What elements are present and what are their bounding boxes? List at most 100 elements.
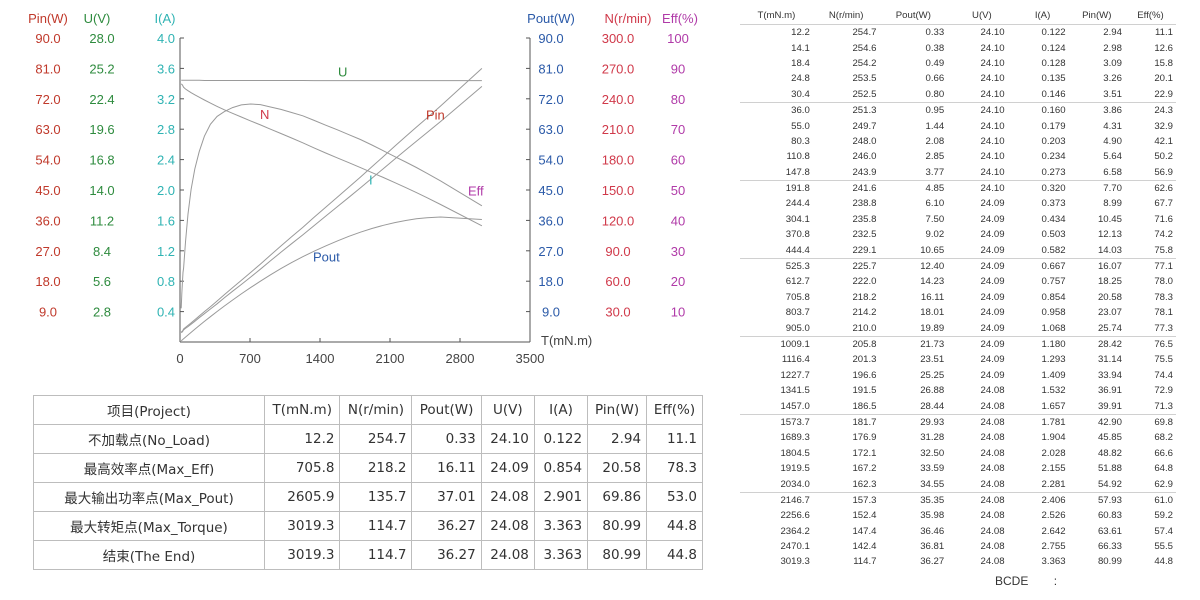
data-row: 191.8 241.6 4.85 24.10 0.320 7.70 62.6 [740, 179, 1176, 197]
data-cell: 42.1 [1154, 135, 1173, 147]
data-cell: 54.92 [1097, 478, 1122, 490]
summary-cell: 254.7 [339, 424, 413, 454]
y-axis-title: Pin(W) [28, 11, 68, 26]
data-cell: 24.10 [980, 57, 1005, 69]
y-tick-label: 1.2 [157, 244, 175, 259]
data-cell: 0.203 [1041, 135, 1066, 147]
data-cell: 20.1 [1154, 73, 1173, 85]
summary-cell: 24.10 [480, 424, 535, 454]
y-tick-label: 300.0 [602, 31, 635, 46]
data-cell: 191.8 [740, 179, 813, 197]
data-cell: 24.09 [980, 276, 1005, 288]
data-row: 110.8 246.0 2.85 24.10 0.234 5.64 50.2 [740, 149, 1176, 164]
data-cell: 78.1 [1154, 307, 1173, 319]
data-cell: 905.0 [785, 322, 810, 334]
data-cell: 74.4 [1154, 369, 1173, 381]
data-cell: 0.66 [925, 73, 945, 85]
data-cell: 51.88 [1097, 463, 1122, 475]
summary-cell: 12.2 [263, 424, 341, 454]
summary-table: 项目(Project) T(mN.m) N(r/min) Pout(W) U(V… [33, 395, 703, 570]
y-tick-label: 50 [671, 183, 685, 198]
data-cell: 62.9 [1154, 478, 1173, 490]
data-cell: 24.10 [980, 151, 1005, 163]
data-cell: 24.08 [980, 478, 1005, 490]
data-cell: 1.293 [1041, 354, 1066, 366]
data-cell: 66.6 [1154, 447, 1173, 459]
y-tick-label: 22.4 [89, 92, 114, 107]
data-cell: 162.3 [852, 478, 877, 490]
data-cell: 66.33 [1097, 541, 1122, 553]
data-cell: 2.755 [1041, 541, 1066, 553]
data-cell: 24.3 [1124, 101, 1176, 119]
data-cell: 42.90 [1068, 413, 1125, 431]
summary-row: 不加载点(No_Load) 12.2 254.7 0.33 24.10 0.122 2.94… [33, 424, 703, 454]
summary-cell: 80.99 [587, 511, 648, 541]
motor-performance-chart: 0 700 1400 2100 2800 3500 T(mN.m) Pin(W) 90.0 81.… [28, 11, 698, 366]
data-cell: 254.7 [852, 27, 877, 39]
summary-cell: 24.08 [480, 511, 535, 541]
y-tick-label: 150.0 [602, 183, 635, 198]
x-tick-label: 0 [176, 351, 183, 366]
summary-header-cell: Eff(%) [646, 395, 703, 425]
y-tick-label: 2.4 [157, 153, 175, 168]
data-cell: 74.2 [1154, 229, 1173, 241]
data-cell: 12.6 [1154, 42, 1173, 54]
data-cell: 24.10 [947, 179, 1017, 197]
y-tick-label: 5.6 [93, 274, 111, 289]
data-cell: 24.09 [947, 257, 1017, 275]
data-cell: 18.01 [920, 307, 945, 319]
data-cell: 72.9 [1154, 385, 1173, 397]
summary-cell: 44.8 [646, 540, 703, 570]
summary-header-cell: Pout(W) [411, 395, 482, 425]
summary-body: 不加载点(No_Load) 12.2 254.7 0.33 24.10 0.122 2.94… [33, 424, 703, 570]
data-header-cell: Pin(W) [1068, 6, 1125, 25]
data-cell: 24.09 [980, 291, 1005, 303]
data-cell: 2.642 [1041, 525, 1066, 537]
data-header-cell: T(mN.m) [740, 6, 813, 25]
data-cell: 11.1 [1155, 27, 1173, 39]
data-header-cell: U(V) [947, 6, 1017, 25]
data-cell: 18.25 [1097, 276, 1122, 288]
data-cell: 210.0 [852, 322, 877, 334]
y-tick-label: 36.0 [538, 213, 563, 228]
y-tick-label: 2.8 [157, 122, 175, 137]
data-cell: 67.7 [1154, 198, 1173, 210]
data-cell: 28.44 [920, 400, 945, 412]
y-tick-label: 90.0 [605, 244, 630, 259]
y-tick-label: 80 [671, 92, 685, 107]
data-cell: 24.09 [980, 213, 1005, 225]
data-cell: 181.7 [812, 413, 880, 431]
data-cell: 0.273 [1041, 166, 1066, 178]
data-cell: 0.667 [1016, 257, 1069, 275]
data-row: 803.7 214.2 18.01 24.09 0.958 23.07 78.1 [740, 305, 1176, 320]
data-cell: 6.58 [1103, 166, 1122, 178]
y-tick-label: 25.2 [89, 61, 114, 76]
data-cell: 218.2 [852, 291, 877, 303]
series-line-i [180, 86, 483, 334]
data-cell: 28.42 [1068, 335, 1125, 353]
data-cell: 1.904 [1041, 432, 1066, 444]
summary-header-cell: U(V) [480, 395, 535, 425]
data-cell: 232.5 [852, 229, 877, 241]
y-axis-title: Pout(W) [527, 11, 575, 26]
data-cell: 186.5 [852, 400, 877, 412]
y-tick-label: 0.8 [157, 274, 175, 289]
data-cell: 8.99 [1103, 198, 1122, 210]
data-cell: 0.135 [1041, 73, 1066, 85]
data-cell: 525.3 [740, 257, 813, 275]
series-line-eff [180, 103, 483, 309]
summary-cell: 37.01 [411, 482, 482, 512]
data-cell: 77.1 [1124, 257, 1176, 275]
x-axis-title: T(mN.m) [541, 333, 592, 348]
data-cell: 1.657 [1041, 400, 1066, 412]
data-cell: 1.532 [1041, 385, 1066, 397]
data-cell: 142.4 [852, 541, 877, 553]
summary-cell: 16.11 [411, 453, 482, 483]
data-cell: 0.146 [1041, 88, 1066, 100]
data-cell: 1.180 [1016, 335, 1069, 353]
data-cell: 191.5 [852, 385, 877, 397]
data-cell: 24.8 [791, 73, 810, 85]
data-row: 1689.3 176.9 31.28 24.08 1.904 45.85 68.2 [740, 430, 1176, 445]
data-cell: 14.03 [1097, 244, 1122, 256]
data-cell: 0.33 [925, 27, 945, 39]
